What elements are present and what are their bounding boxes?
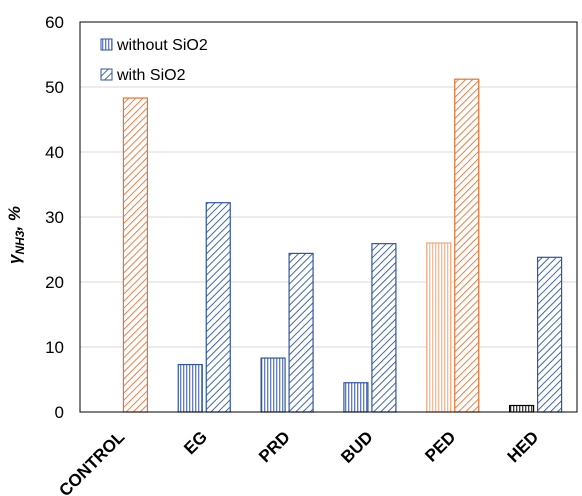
x-category-label: CONTROL bbox=[55, 427, 128, 496]
bar-without-sio2-prd bbox=[260, 357, 286, 413]
legend-label-with-sio2: with SiO2 bbox=[116, 67, 186, 84]
legend-swatch-with-sio2 bbox=[100, 68, 113, 81]
bar-with-sio2-eg bbox=[205, 202, 231, 413]
x-category-label: EG bbox=[180, 427, 211, 458]
y-tick-label: 0 bbox=[55, 403, 64, 422]
x-category-label: PED bbox=[421, 427, 459, 465]
y-tick-label: 10 bbox=[45, 338, 64, 357]
y-axis-label: γNH3, % bbox=[5, 206, 27, 264]
legend-swatch-without-sio2 bbox=[100, 38, 113, 51]
bar-with-sio2-control bbox=[122, 97, 149, 413]
x-category-label: BUD bbox=[337, 427, 376, 466]
y-axis-label-suffix: , % bbox=[5, 206, 24, 232]
bar-without-sio2-ped bbox=[426, 242, 452, 413]
bar-with-sio2-ped bbox=[454, 78, 480, 413]
y-axis-label-main: γ bbox=[5, 253, 24, 264]
y-tick-label: 50 bbox=[45, 78, 64, 97]
bar-with-sio2-bud bbox=[371, 243, 397, 413]
gridlines bbox=[80, 86, 577, 348]
legend-label-without-sio2: without SiO2 bbox=[116, 37, 208, 54]
y-tick-label: 40 bbox=[45, 143, 64, 162]
bar-without-sio2-bud bbox=[343, 382, 369, 413]
category-labels: CONTROL EG PRD BUD PED HED bbox=[55, 427, 542, 496]
y-tick-labels: 0 10 20 30 40 50 60 bbox=[45, 13, 64, 422]
x-category-label: PRD bbox=[255, 427, 294, 466]
bar-with-sio2-prd bbox=[288, 252, 314, 413]
bars bbox=[122, 78, 563, 413]
bar-without-sio2-eg bbox=[177, 363, 203, 413]
plot-area-border bbox=[79, 21, 578, 413]
bar-with-sio2-hed bbox=[536, 256, 563, 413]
legend: without SiO2 with SiO2 bbox=[100, 37, 208, 84]
bar-without-sio2-hed bbox=[508, 404, 535, 413]
y-axis-label-subscript: NH3 bbox=[13, 230, 27, 254]
y-tick-label: 60 bbox=[45, 13, 64, 32]
x-category-label: HED bbox=[504, 427, 543, 466]
y-tick-label: 20 bbox=[45, 273, 64, 292]
y-tick-label: 30 bbox=[45, 208, 64, 227]
